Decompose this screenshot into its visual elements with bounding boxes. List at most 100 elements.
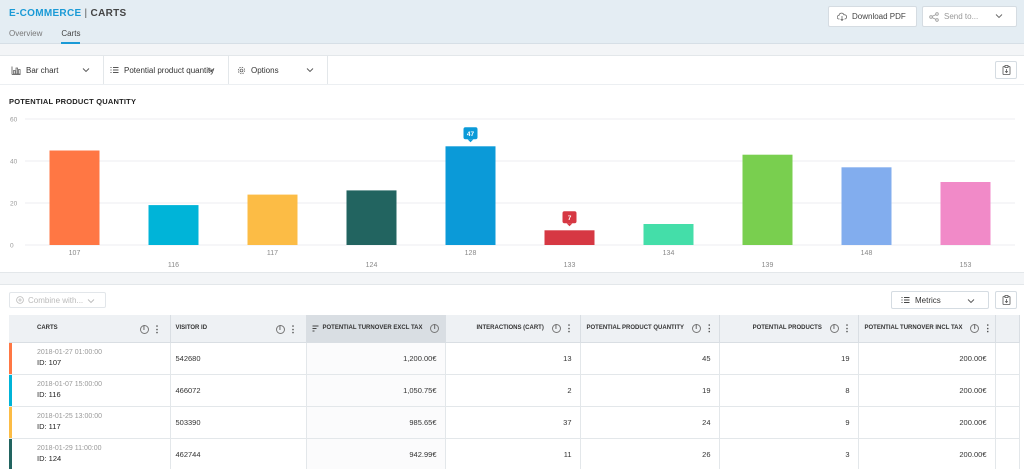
cart-id: ID: 116 [37, 390, 61, 399]
spacer-cell [995, 342, 1020, 375]
x-tick-label: 153 [960, 262, 972, 269]
y-tick-label: 40 [10, 159, 18, 166]
column-header-label: POTENTIAL PRODUCTS [752, 325, 822, 332]
column-header-carts[interactable]: CARTS i ⋮ [9, 315, 171, 343]
chart-panel: Bar chart Potential product quantity Opt… [0, 55, 1024, 273]
interactions-cell: 37 [445, 406, 581, 439]
info-icon[interactable]: i [970, 323, 980, 333]
table-panel: Combine with... Metrics CARTS i ⋮ VISITOR… [0, 284, 1024, 469]
info-icon[interactable]: i [829, 323, 839, 333]
chevron-down-icon [87, 299, 95, 304]
tab-overview[interactable]: Overview [9, 29, 43, 38]
export-table-button[interactable] [995, 291, 1017, 309]
share-icon [929, 11, 939, 22]
info-icon[interactable]: i [275, 325, 285, 334]
x-tick-label: 133 [564, 262, 576, 269]
column-header-spacer [995, 315, 1020, 343]
data-label: 47 [467, 131, 475, 138]
products-cell: 3 [719, 438, 859, 469]
table-row[interactable]: 2018-01-25 13:00:00 ID: 117 503390 985.6… [9, 406, 1020, 439]
column-header-label: POTENTIAL TURNOVER EXCL TAX [322, 325, 423, 332]
x-tick-label: 139 [762, 262, 774, 269]
bar-139 [742, 154, 793, 245]
info-icon[interactable]: i [691, 323, 701, 333]
gear-icon [237, 66, 246, 74]
clipboard-icon [1002, 295, 1010, 305]
interactions-cell: 13 [445, 342, 581, 375]
cart-cell: 2018-01-25 13:00:00 ID: 117 [9, 406, 171, 439]
sort-icon [312, 325, 318, 332]
metric-label: Potential product quantity [124, 65, 215, 75]
products-cell: 19 [719, 342, 859, 375]
x-tick-label: 124 [366, 262, 378, 269]
y-tick-label: 60 [10, 117, 18, 124]
more-options-icon[interactable]: ⋮ [152, 324, 162, 334]
cart-id: ID: 124 [37, 454, 62, 463]
column-header-potential-turnover-incl-tax[interactable]: POTENTIAL TURNOVER INCL TAX i ⋮ [858, 315, 996, 343]
turnover-incl-cell: 200.00€ [858, 342, 996, 375]
spacer-cell [995, 406, 1020, 439]
data-label: 7 [568, 215, 572, 222]
brand-label: E-COMMERCE [9, 8, 82, 19]
info-icon[interactable]: i [139, 325, 149, 334]
spacer-cell [995, 374, 1020, 407]
x-tick-label: 107 [69, 250, 81, 257]
app-title: E-COMMERCE | CARTS [9, 8, 127, 19]
info-icon[interactable]: i [551, 323, 561, 333]
download-pdf-label: Download PDF [852, 12, 906, 21]
export-chart-button[interactable] [995, 61, 1017, 79]
visitor-id-cell: 462744 [170, 438, 307, 469]
chevron-down-icon [967, 299, 975, 304]
cloud-download-icon [837, 12, 847, 21]
options-label: Options [251, 65, 279, 75]
chart-type-dropdown[interactable]: Bar chart [0, 56, 104, 84]
interactions-cell: 2 [445, 374, 581, 407]
clipboard-icon [1002, 65, 1010, 75]
page-title: CARTS [90, 8, 127, 19]
more-options-icon[interactable]: ⋮ [983, 322, 993, 333]
more-options-icon[interactable]: ⋮ [564, 322, 574, 333]
column-header-potential-turnover-excl-tax[interactable]: POTENTIAL TURNOVER EXCL TAX i⋮ [306, 315, 452, 343]
column-header-potential-products[interactable]: POTENTIAL PRODUCTS i ⋮ [719, 315, 859, 343]
column-header-label: VISITOR ID [175, 324, 208, 331]
chart-toolbar: Bar chart Potential product quantity Opt… [0, 56, 1024, 85]
chevron-down-icon [82, 68, 90, 73]
column-header-potential-product-quantity[interactable]: POTENTIAL PRODUCT QUANTITY i ⋮ [580, 315, 720, 343]
column-header-visitor-id[interactable]: VISITOR ID i ⋮ [170, 315, 307, 343]
more-options-icon[interactable]: ⋮ [842, 322, 852, 333]
more-options-icon[interactable]: ⋮ [704, 322, 714, 333]
plus-circle-icon [16, 296, 24, 304]
cart-id: ID: 107 [37, 358, 62, 367]
turnover-excl-cell: 942.99€ [306, 438, 446, 469]
table-header-row: CARTS i ⋮ VISITOR ID i ⋮ POTENTIAL TURNOVE… [9, 315, 1020, 343]
list-icon [110, 67, 119, 73]
turnover-incl-cell: 200.00€ [858, 406, 996, 439]
tab-carts[interactable]: Carts [61, 29, 81, 44]
table-row[interactable]: 2018-01-27 01:00:00 ID: 107 542680 1,200… [9, 342, 1020, 375]
row-color-stripe [9, 374, 12, 406]
chart-title: POTENTIAL PRODUCT QUANTITY [9, 97, 137, 106]
value-badge [463, 127, 478, 140]
info-icon[interactable]: i [430, 323, 440, 333]
table-row[interactable]: 2018-01-29 11:00:00 ID: 124 462744 942.9… [9, 438, 1020, 469]
options-dropdown[interactable]: Options [229, 56, 328, 84]
row-color-stripe [9, 438, 12, 469]
cart-id: ID: 117 [37, 422, 61, 431]
row-color-stripe [9, 342, 12, 374]
combine-with-dropdown[interactable]: Combine with... [9, 292, 106, 308]
metric-dropdown[interactable]: Potential product quantity [104, 56, 229, 84]
x-tick-label: 116 [168, 262, 179, 269]
column-header-interactions[interactable]: INTERACTIONS (CART) i ⋮ [445, 315, 581, 343]
chevron-down-icon [995, 14, 1003, 19]
cart-cell: 2018-01-27 01:00:00 ID: 107 [9, 342, 171, 375]
turnover-excl-cell: 985.65€ [306, 406, 446, 439]
bar-107 [49, 150, 100, 245]
table-row[interactable]: 2018-01-07 15:00:00 ID: 116 466072 1,050… [9, 374, 1020, 407]
column-header-label: POTENTIAL PRODUCT QUANTITY [586, 325, 685, 332]
column-header-label: CARTS [37, 324, 58, 331]
products-cell: 8 [719, 374, 859, 407]
more-options-icon[interactable]: ⋮ [288, 324, 298, 334]
metrics-dropdown[interactable]: Metrics [891, 291, 989, 309]
download-pdf-button[interactable]: Download PDF [828, 6, 917, 27]
send-to-dropdown[interactable]: Send to... [922, 6, 1017, 27]
